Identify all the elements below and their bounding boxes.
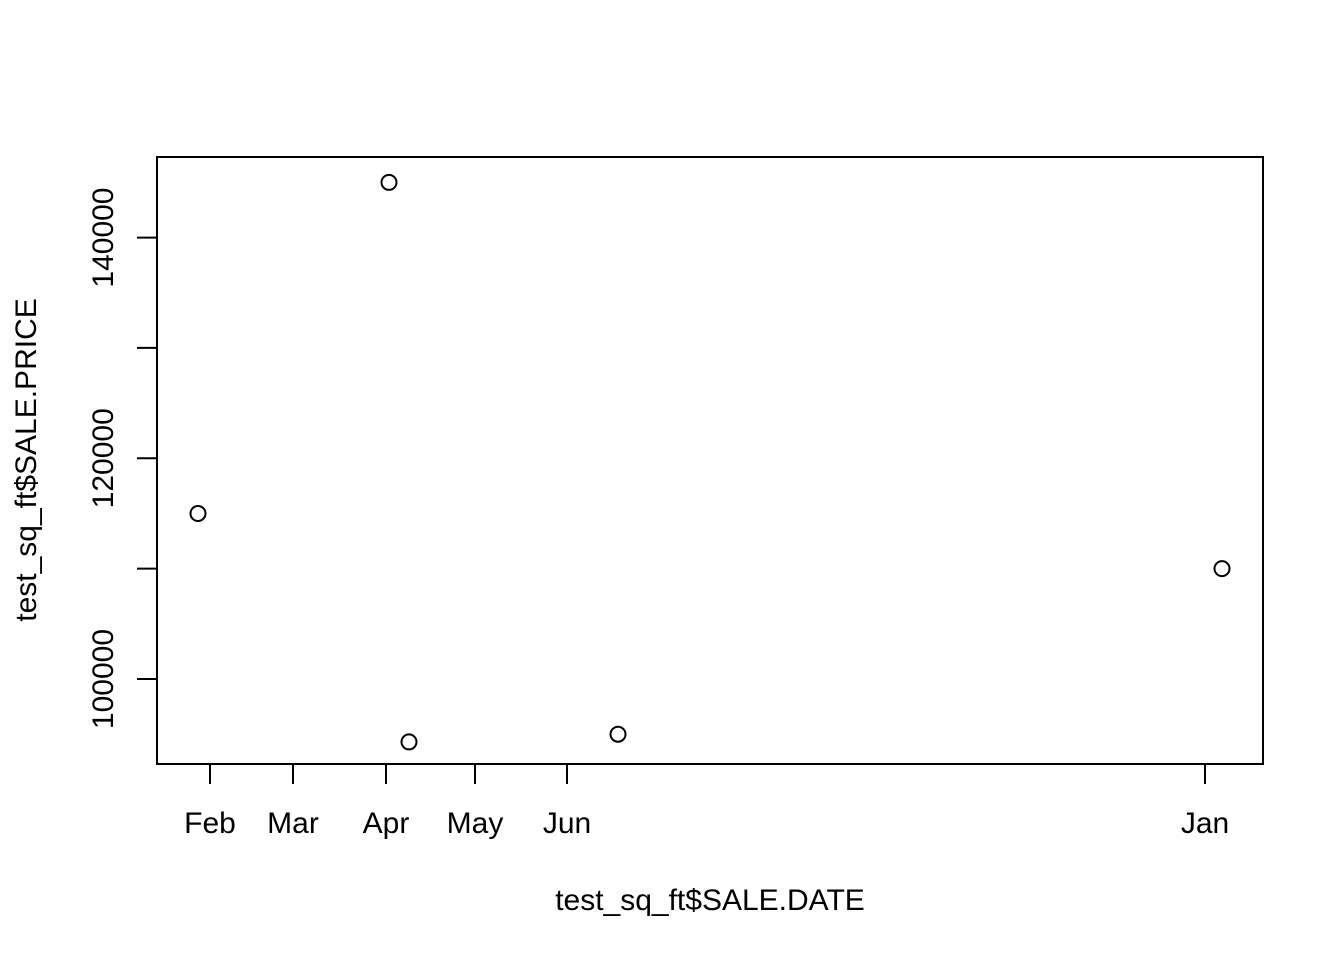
x-tick-label: Feb: [184, 807, 236, 840]
data-point: [609, 725, 627, 743]
x-tick-label: May: [447, 807, 504, 840]
x-axis-title: test_sq_ft$SALE.DATE: [555, 884, 865, 917]
y-axis: 100000 120000 140000: [87, 188, 157, 729]
x-tick-label: Apr: [363, 807, 410, 840]
x-tick-label: Mar: [267, 807, 319, 840]
data-point: [380, 173, 398, 191]
x-tick-label: Jan: [1181, 807, 1229, 840]
x-axis: Feb Mar Apr May Jun Jan: [184, 764, 1229, 840]
y-tick-label: 120000: [87, 408, 120, 508]
data-point: [189, 504, 207, 522]
x-tick-label: Jun: [543, 807, 591, 840]
data-points: [189, 173, 1231, 751]
plot-frame: [156, 156, 1264, 765]
y-tick-label: 140000: [87, 188, 120, 288]
data-point: [1213, 560, 1231, 578]
data-point: [400, 733, 418, 751]
y-tick-label: 100000: [87, 629, 120, 729]
y-axis-title: test_sq_ft$SALE.PRICE: [10, 298, 43, 622]
